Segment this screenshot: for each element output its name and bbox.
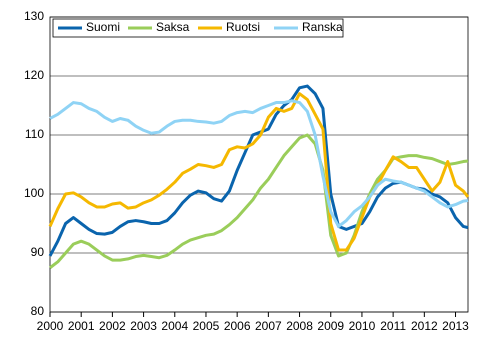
x-tick-label: 2006 <box>224 319 251 333</box>
y-tick-label: 120 <box>24 68 44 82</box>
legend: Suomi Saksa Ruotsi Ranska <box>52 18 344 38</box>
x-tick-label: 2007 <box>255 319 282 333</box>
y-tick-label: 130 <box>24 9 44 23</box>
series-line <box>49 99 469 228</box>
x-tick-label: 2004 <box>161 319 188 333</box>
y-tick-label: 90 <box>31 245 45 259</box>
legend-label: Ranska <box>302 20 343 34</box>
x-tick-label: 2000 <box>37 319 64 333</box>
x-tick-label: 2009 <box>317 319 344 333</box>
legend-label: Saksa <box>156 20 190 34</box>
x-tick-label: 2011 <box>380 319 406 333</box>
plot-frame <box>49 16 469 313</box>
legend-label: Suomi <box>86 20 120 34</box>
x-tick-label: 2002 <box>99 319 126 333</box>
x-tick-label: 2013 <box>442 319 469 333</box>
legend-label: Ruotsi <box>226 20 260 34</box>
x-tick-label: 2008 <box>286 319 313 333</box>
x-tick-label: 2001 <box>68 319 95 333</box>
y-tick-label: 110 <box>25 127 44 141</box>
series-line <box>48 92 470 252</box>
series-line <box>48 84 469 257</box>
x-tick-label: 2010 <box>349 319 376 333</box>
series-line <box>49 133 469 269</box>
x-tick-label: 2003 <box>130 319 157 333</box>
x-tick-label: 2005 <box>193 319 220 333</box>
x-tick-label: 2012 <box>411 319 438 333</box>
y-tick-label: 100 <box>24 186 44 200</box>
y-tick-label: 80 <box>31 304 45 318</box>
